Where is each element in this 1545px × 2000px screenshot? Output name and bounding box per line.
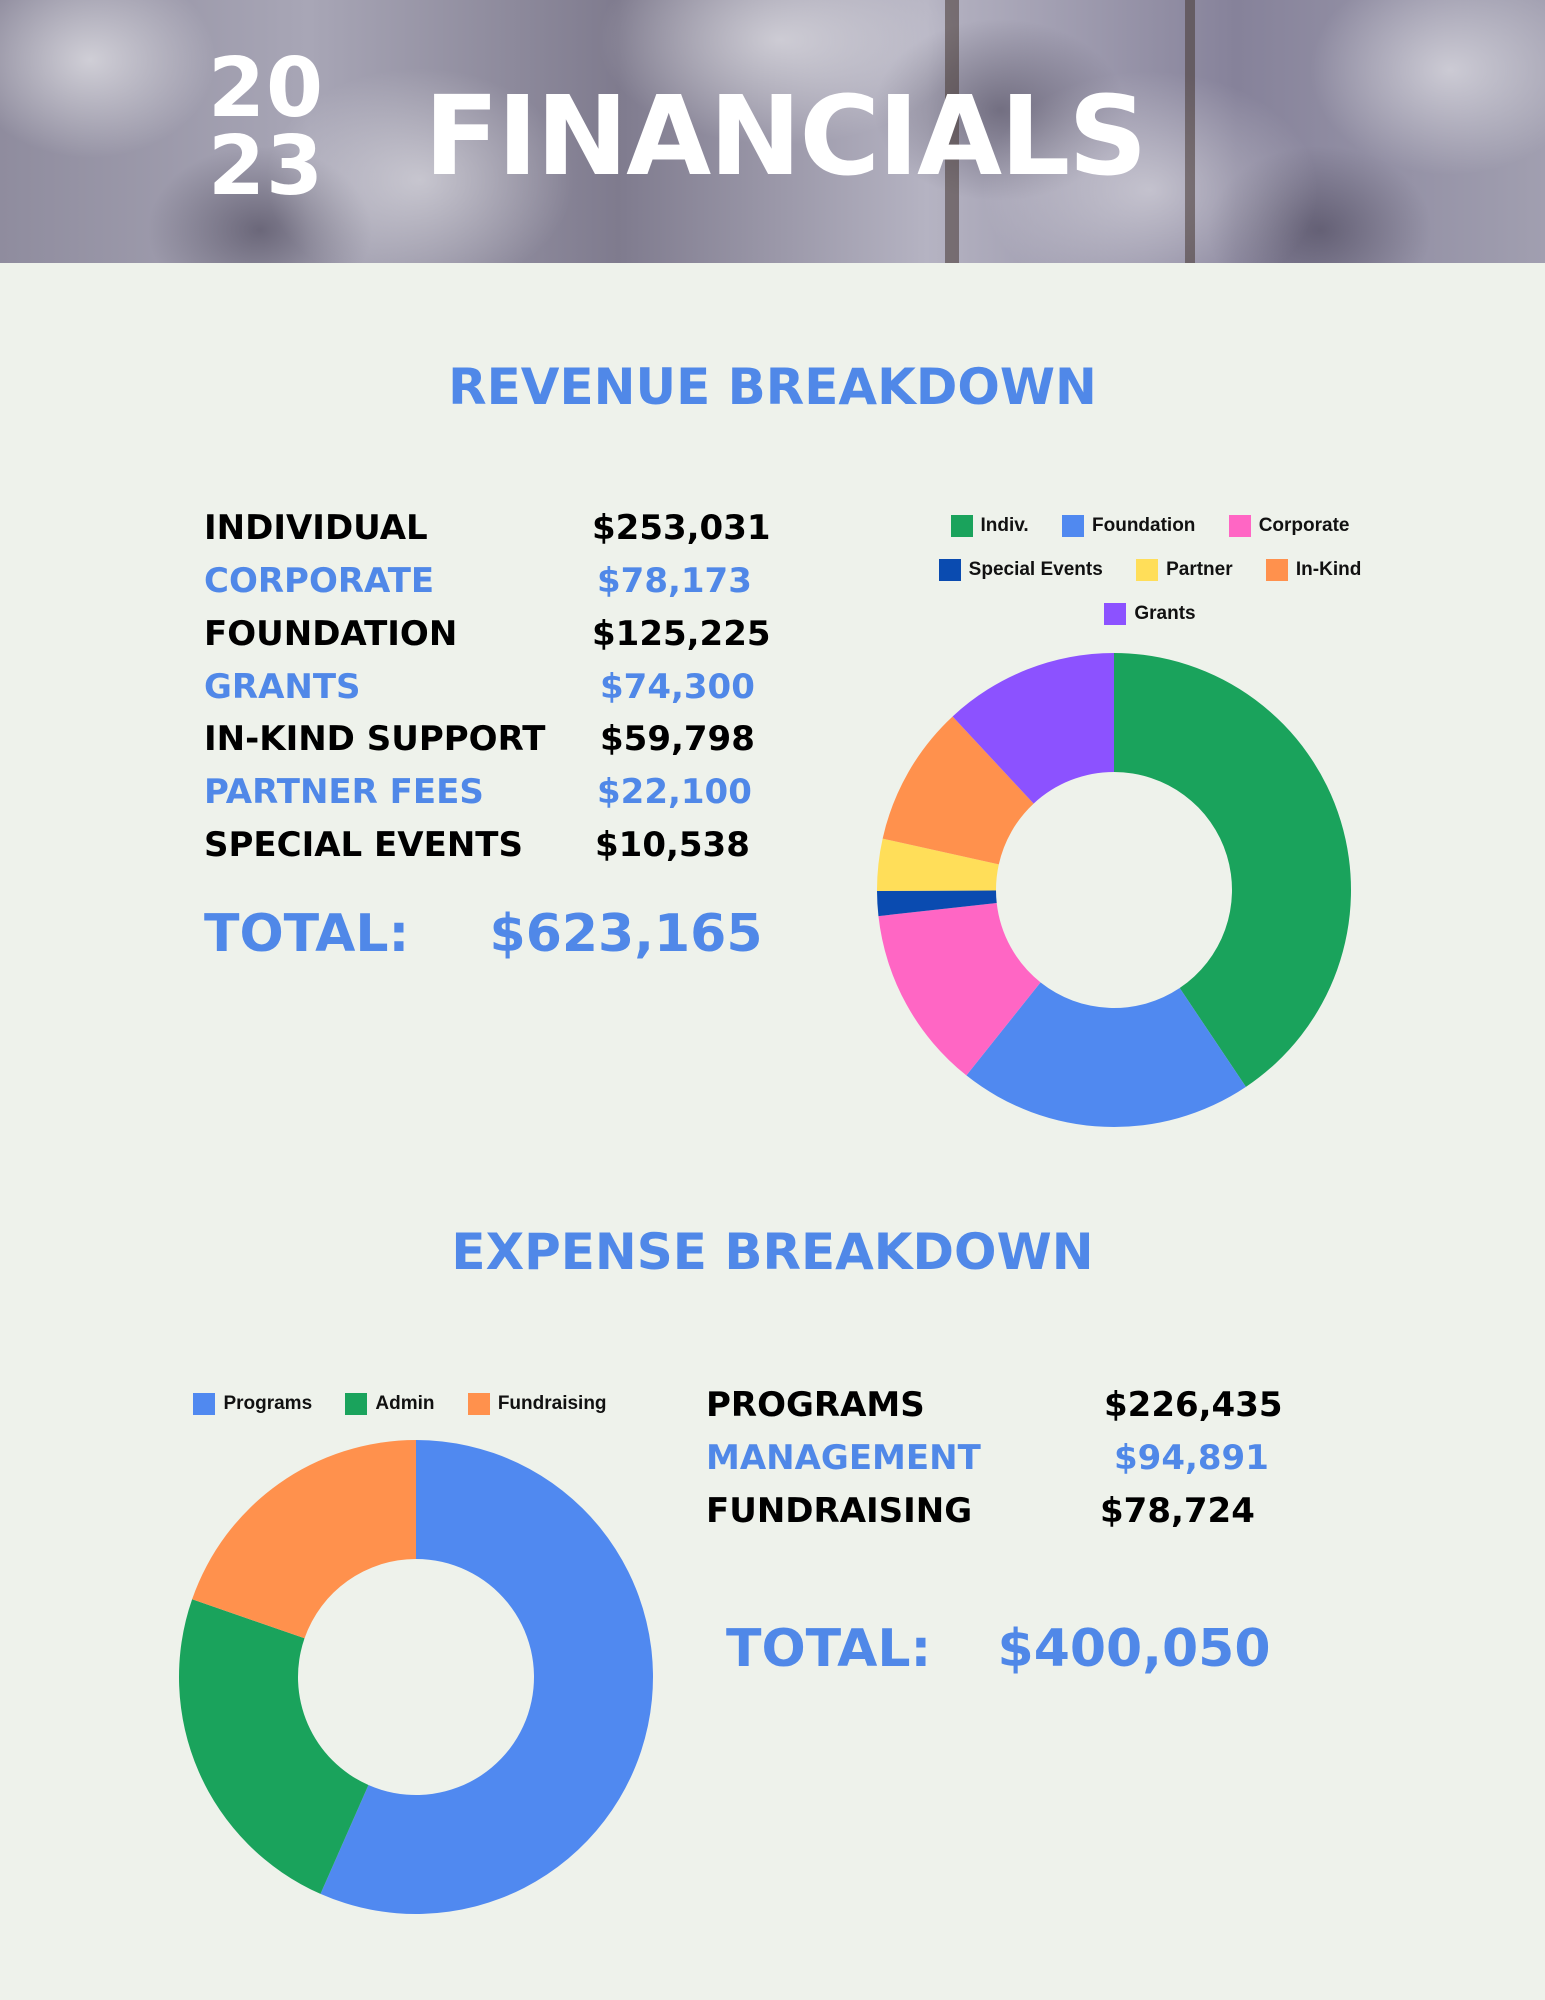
revenue-row-amount: $22,100 xyxy=(597,772,752,812)
revenue-row-label: GRANTS xyxy=(204,667,361,707)
tree-trunk-decoration xyxy=(1185,0,1195,263)
legend-swatch xyxy=(1062,515,1084,537)
expense-total: TOTAL: $400,050 xyxy=(726,1614,1271,1684)
year-label: 20 23 xyxy=(208,41,325,214)
revenue-row-label: IN-KIND SUPPORT xyxy=(204,719,546,759)
revenue-slice-special-events xyxy=(877,890,997,917)
legend-item: In-Kind xyxy=(1265,559,1362,581)
expense-donut-chart xyxy=(179,1440,653,1914)
revenue-slice-grants xyxy=(952,653,1114,804)
legend-swatch xyxy=(950,515,973,537)
revenue-total-amount: $623,165 xyxy=(489,904,763,964)
revenue-row-amount: $253,031 xyxy=(592,508,771,548)
legend-swatch xyxy=(1265,559,1288,581)
revenue-row-amount: $10,538 xyxy=(595,825,750,865)
revenue-slice-partner xyxy=(877,838,999,891)
legend-swatch xyxy=(467,1393,490,1415)
revenue-slice-corporate xyxy=(878,902,1041,1076)
expense-row-label: FUNDRAISING xyxy=(706,1491,973,1531)
legend-swatch xyxy=(345,1393,368,1415)
legend-item: Grants xyxy=(1104,603,1196,625)
legend-label: Admin xyxy=(375,1393,435,1414)
revenue-heading: REVENUE BREAKDOWN xyxy=(448,358,1097,416)
expense-row-amount: $94,891 xyxy=(1114,1438,1269,1478)
expense-row-label: PROGRAMS xyxy=(706,1385,925,1425)
legend-label: Programs xyxy=(223,1393,313,1414)
legend-swatch xyxy=(1228,515,1251,537)
expense-total-amount: $400,050 xyxy=(997,1619,1271,1679)
revenue-total: TOTAL: $623,165 xyxy=(204,899,763,969)
expense-slice-fundraising xyxy=(192,1440,416,1639)
revenue-row-label: PARTNER FEES xyxy=(204,772,484,812)
expense-legend: Programs Admin Fundraising xyxy=(170,1393,630,1433)
legend-label: Partner xyxy=(1166,559,1233,580)
expense-row-amount: $78,724 xyxy=(1100,1491,1255,1531)
legend-label: Grants xyxy=(1134,603,1196,624)
expense-slice-admin xyxy=(179,1599,369,1894)
expense-heading: EXPENSE BREAKDOWN xyxy=(451,1223,1094,1281)
revenue-donut-chart xyxy=(877,653,1351,1127)
legend-label: Foundation xyxy=(1092,515,1196,536)
revenue-row-amount: $78,173 xyxy=(597,561,752,601)
revenue-slice-indiv xyxy=(1114,653,1351,1087)
legend-swatch xyxy=(1104,603,1127,625)
legend-swatch xyxy=(938,559,961,581)
expense-row-amount: $226,435 xyxy=(1104,1385,1283,1425)
revenue-row-label: CORPORATE xyxy=(204,561,435,601)
revenue-legend: Indiv. Foundation Corporate Special Even… xyxy=(870,515,1430,645)
legend-label: Indiv. xyxy=(980,515,1029,536)
legend-item: Special Events xyxy=(938,559,1103,581)
legend-item: Indiv. xyxy=(950,515,1029,537)
expense-total-label: TOTAL: xyxy=(726,1619,932,1679)
year-bottom: 23 xyxy=(208,119,325,214)
legend-item: Partner xyxy=(1136,559,1233,581)
legend-label: Corporate xyxy=(1258,515,1350,536)
revenue-total-label: TOTAL: xyxy=(204,904,410,964)
revenue-row-label: FOUNDATION xyxy=(204,614,458,654)
year-top: 20 xyxy=(208,41,325,136)
legend-item: Fundraising xyxy=(467,1393,607,1415)
revenue-row-label: INDIVIDUAL xyxy=(204,508,428,548)
legend-item: Admin xyxy=(345,1393,435,1415)
legend-label: In-Kind xyxy=(1295,559,1362,580)
header-banner: 20 23 FINANCIALS xyxy=(0,0,1545,263)
tree-trunk-decoration xyxy=(945,0,959,263)
legend-item: Programs xyxy=(193,1393,312,1415)
expense-slice-programs xyxy=(320,1440,653,1914)
revenue-row-amount: $125,225 xyxy=(592,614,771,654)
revenue-row-amount: $59,798 xyxy=(600,719,755,759)
legend-label: Special Events xyxy=(968,559,1103,580)
legend-item: Corporate xyxy=(1228,515,1350,537)
legend-item: Foundation xyxy=(1062,515,1195,537)
legend-label: Fundraising xyxy=(497,1393,607,1414)
page-title: FINANCIALS xyxy=(424,72,1147,200)
revenue-row-label: SPECIAL EVENTS xyxy=(204,825,523,865)
legend-swatch xyxy=(1136,559,1159,581)
revenue-row-amount: $74,300 xyxy=(600,667,755,707)
expense-row-label: MANAGEMENT xyxy=(706,1438,981,1478)
legend-swatch xyxy=(193,1393,216,1415)
revenue-slice-foundation xyxy=(966,982,1246,1127)
revenue-slice-in-kind xyxy=(882,716,1034,865)
